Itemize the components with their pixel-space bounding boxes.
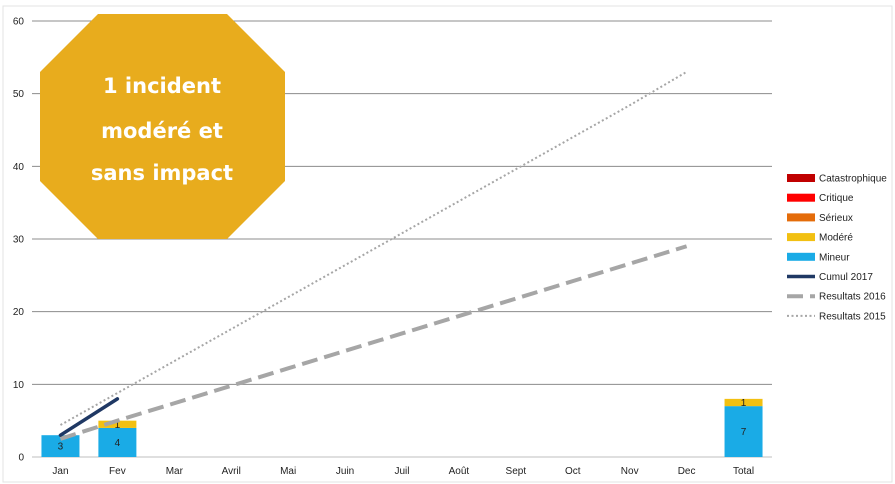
- x-axis-ticks: Jan Fev Mar Avril Mai Juin Juil Août Sept Oct Nov D…: [52, 466, 754, 477]
- line-solid: [58, 397, 120, 437]
- legend-label: Modéré: [819, 233, 853, 244]
- bar-data-label: 7: [741, 427, 747, 438]
- stacked-bars: 3 4 1 7 1: [41, 398, 763, 457]
- legend-swatch: [787, 213, 815, 222]
- x-tick-label: Oct: [565, 466, 581, 477]
- x-tick-label: Nov: [621, 466, 639, 477]
- y-tick-label: 0: [18, 453, 24, 464]
- x-tick-label: Fev: [109, 466, 126, 477]
- legend-label: Cumul 2017: [819, 272, 873, 283]
- y-axis-ticks: 0 10 20 30 40 50 60: [13, 17, 25, 464]
- x-tick-label: Juin: [336, 466, 354, 477]
- legend: Catastrophique Critique Sérieux Modéré Mineu…: [787, 174, 887, 322]
- bar-segment: [724, 398, 763, 407]
- octagon-badge: [40, 14, 285, 239]
- legend-swatch: [787, 193, 815, 202]
- legend-label: Resultats 2016: [819, 292, 886, 303]
- y-tick-label: 20: [13, 307, 25, 318]
- x-tick-label: Août: [449, 466, 470, 477]
- badge-line-3: sans impact: [91, 161, 233, 185]
- bar-segment: [41, 435, 80, 457]
- badge-line-2: modéré et: [101, 119, 223, 143]
- y-tick-label: 50: [13, 89, 25, 100]
- legend-label: Critique: [819, 193, 854, 204]
- legend-swatch: [787, 174, 815, 182]
- legend-label: Catastrophique: [819, 174, 887, 185]
- y-tick-label: 40: [13, 162, 25, 173]
- x-tick-label: Juil: [394, 466, 409, 477]
- legend-label: Mineur: [819, 252, 850, 263]
- x-tick-label: Total: [733, 466, 754, 477]
- x-tick-label: Mar: [166, 466, 184, 477]
- bar-segment: [98, 427, 137, 457]
- y-tick-label: 30: [13, 235, 25, 246]
- x-tick-label: Jan: [52, 466, 68, 477]
- annotation-badge: 1 incident modéré et sans impact: [40, 14, 285, 239]
- bar-segment: [98, 420, 137, 428]
- legend-label: Resultats 2015: [819, 311, 886, 322]
- bar-segment: [724, 406, 763, 457]
- y-tick-label: 60: [13, 17, 25, 28]
- bar-data-label: 1: [115, 420, 121, 431]
- badge-line-1: 1 incident: [103, 74, 221, 98]
- x-tick-label: Avril: [222, 466, 241, 477]
- x-tick-label: Dec: [678, 466, 696, 477]
- x-tick-label: Mai: [280, 466, 296, 477]
- legend-swatch: [787, 252, 815, 261]
- line-series: [58, 71, 688, 441]
- bar-data-label: 1: [741, 398, 747, 409]
- line-dashed: [59, 244, 688, 441]
- bar-data-label: 4: [115, 438, 121, 449]
- y-tick-label: 10: [13, 380, 25, 391]
- legend-label: Sérieux: [819, 213, 853, 224]
- legend-swatch: [787, 233, 815, 242]
- x-tick-label: Sept: [506, 466, 527, 477]
- bar-data-label: 3: [58, 442, 64, 453]
